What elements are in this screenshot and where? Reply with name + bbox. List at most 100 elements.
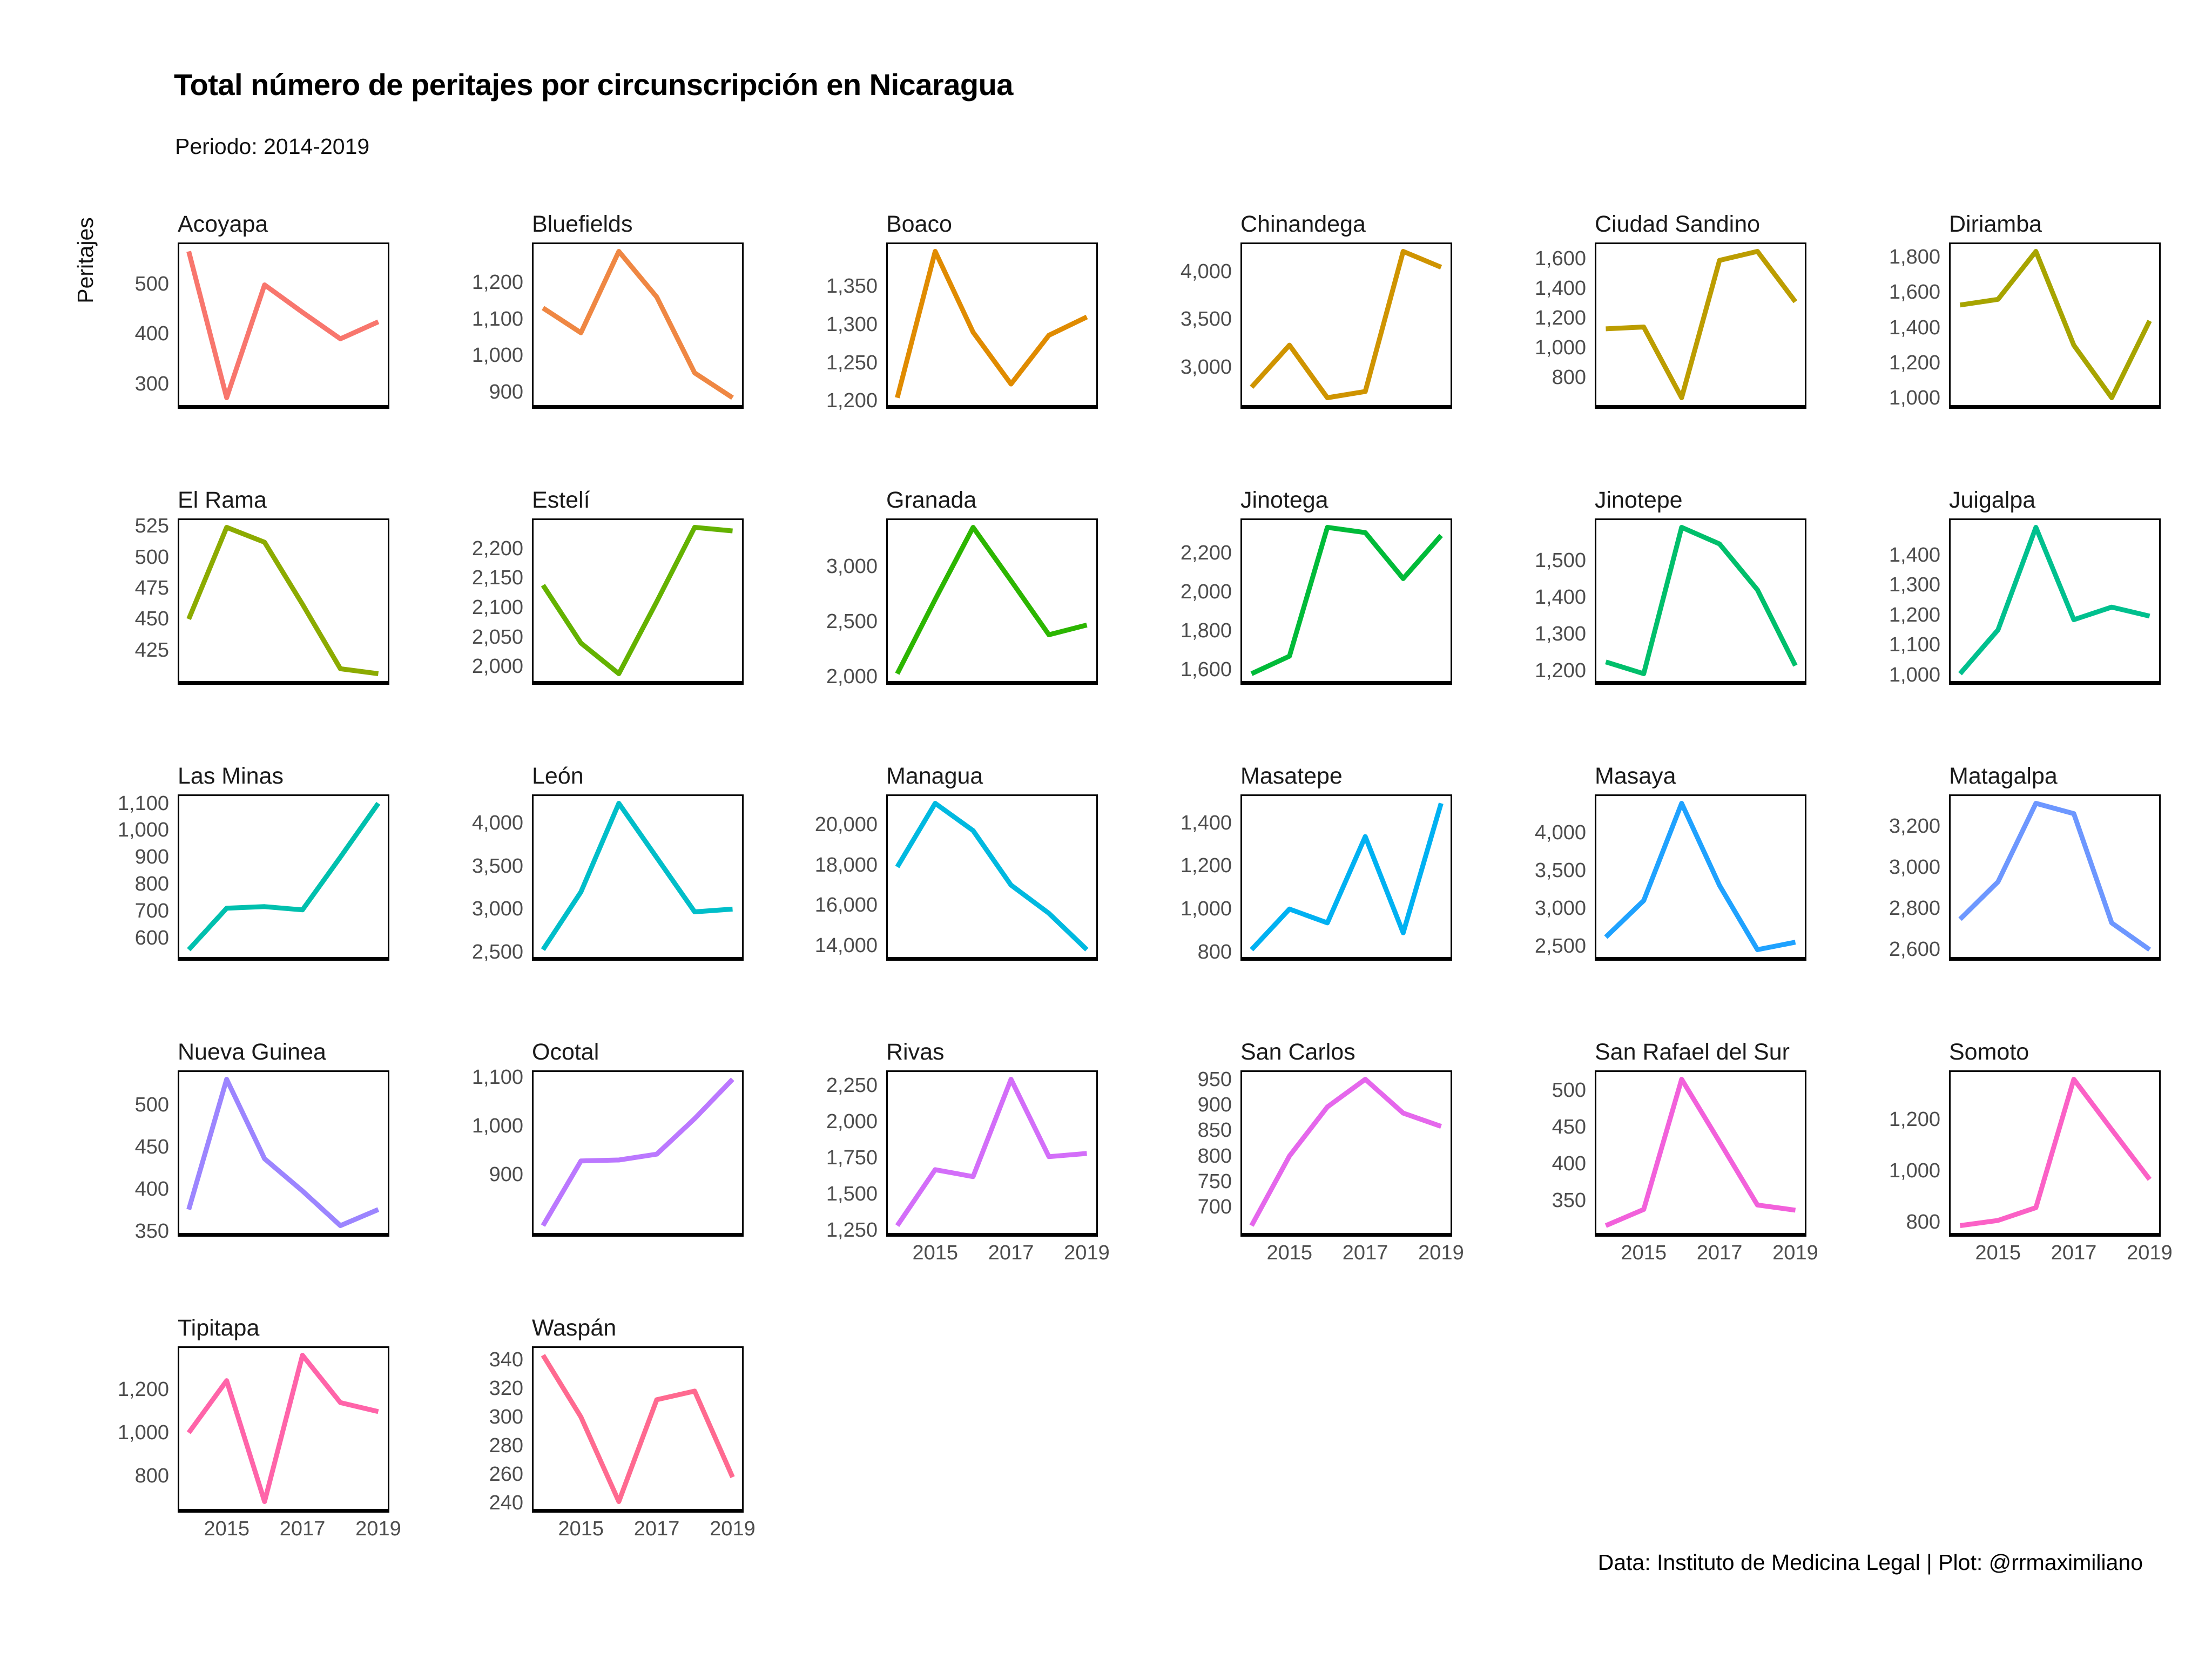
- y-tick-label: 850: [1197, 1119, 1232, 1142]
- y-tick-label: 2,000: [1180, 580, 1232, 603]
- facet-somoto: Somoto 800 1,000 1,200 2015 2017 2019: [1806, 1038, 2173, 1314]
- y-tick-label: 2,800: [1889, 897, 1940, 920]
- y-tick-label: 3,000: [1534, 896, 1586, 920]
- y-tick-label: 400: [134, 322, 169, 346]
- facet-jinotepe: Jinotepe 1,200 1,300 1,400 1,500: [1452, 486, 1806, 762]
- trend-line: [1958, 525, 2150, 676]
- facet-masaya: Masaya 2,500 3,000 3,500 4,000: [1452, 762, 1806, 1038]
- trend-line: [541, 1077, 734, 1227]
- x-tick-label: 2017: [633, 1518, 680, 1540]
- facet-title: Rivas: [886, 1039, 945, 1065]
- facet-diriamba: Diriamba 1,000 1,200 1,400 1,600 1,800: [1806, 210, 2161, 486]
- facet-panel: [1240, 242, 1452, 409]
- y-tick-label: 450: [1552, 1116, 1586, 1139]
- facet-esteli: Estelí 2,000 2,050 2,100 2,150 2,200: [389, 486, 744, 762]
- y-tick-label: 1,300: [1534, 622, 1586, 645]
- y-tick-label: 3,000: [471, 898, 523, 921]
- facet-title: Acoyapa: [178, 211, 268, 237]
- facet-chinandega: Chinandega 3,000 3,500 4,000: [1098, 210, 1452, 486]
- y-tick-label: 1,500: [826, 1182, 878, 1205]
- y-tick-label: 1,250: [826, 351, 878, 374]
- facet-title: San Carlos: [1240, 1039, 1355, 1065]
- y-tick-label: 1,000: [1889, 663, 1940, 686]
- x-tick-label: 2015: [1621, 1242, 1667, 1264]
- facet-bluefields: Bluefields 900 1,000 1,100 1,200: [389, 210, 744, 486]
- facet-title: Jinotega: [1240, 487, 1328, 513]
- x-tick-label: 2017: [1696, 1242, 1743, 1264]
- facet-panel: [886, 518, 1098, 685]
- facet-title: Tipitapa: [178, 1315, 260, 1341]
- x-tick-label: 2019: [1064, 1242, 1110, 1264]
- y-tick-label: 1,000: [471, 344, 523, 367]
- trend-line: [895, 249, 1088, 399]
- facet-masatepe: Masatepe 800 1,000 1,200 1,400: [1098, 762, 1452, 1038]
- y-tick-label: 2,100: [471, 596, 523, 619]
- y-tick-label: 300: [489, 1405, 523, 1428]
- y-tick-label: 3,500: [1180, 308, 1232, 331]
- x-tick-label: 2015: [558, 1518, 604, 1540]
- trend-line: [1958, 801, 2152, 952]
- y-tick-label: 1,200: [826, 389, 878, 413]
- y-tick-label: 800: [1552, 366, 1586, 389]
- y-tick-label: 1,200: [1180, 854, 1232, 878]
- trend-line: [187, 801, 381, 952]
- y-tick-label: 1,000: [1180, 898, 1232, 921]
- facet-panel: [1595, 518, 1806, 685]
- y-tick-label: 900: [489, 380, 523, 403]
- facet-panel: [1595, 1070, 1806, 1237]
- facet-managua: Managua 14,000 16,000 18,000 20,000: [744, 762, 1098, 1038]
- x-tick-label: 2017: [279, 1518, 326, 1540]
- y-tick-label: 900: [489, 1163, 523, 1186]
- facet-panel: [1949, 1070, 2161, 1237]
- facet-ciudad-sandino: Ciudad Sandino 800 1,000 1,200 1,400 1,600: [1452, 210, 1806, 486]
- facet-panel: [1240, 518, 1452, 685]
- trend-line: [1606, 249, 1798, 400]
- y-tick-label: 1,400: [1534, 585, 1586, 609]
- trend-line: [542, 249, 734, 400]
- trend-line: [895, 525, 1088, 675]
- facet-panel: [1240, 1070, 1452, 1237]
- x-tick-label: 2015: [912, 1242, 958, 1264]
- page-title: Total número de peritajes por circunscri…: [174, 68, 1013, 102]
- y-tick-label: 1,400: [1180, 811, 1232, 834]
- trend-line: [1249, 1077, 1442, 1227]
- data-source-credit: Data: Instituto de Medicina Legal | Plot…: [1597, 1550, 2143, 1575]
- facet-panel: [532, 794, 744, 961]
- y-tick-label: 3,200: [1889, 815, 1940, 838]
- x-tick-label: 2019: [355, 1518, 401, 1540]
- trend-line: [1959, 1077, 2152, 1228]
- facet-title: Bluefields: [532, 211, 633, 237]
- facet-panel: [532, 1346, 744, 1513]
- y-tick-label: 240: [489, 1492, 523, 1515]
- y-tick-label: 1,300: [826, 313, 878, 336]
- facet-panel: [532, 242, 744, 409]
- y-tick-label: 2,500: [826, 610, 878, 633]
- facet-panel: [178, 794, 389, 961]
- y-tick-label: 16,000: [814, 894, 878, 917]
- facet-panel: [532, 1070, 744, 1237]
- y-tick-label: 340: [489, 1348, 523, 1371]
- facet-title: León: [532, 763, 584, 789]
- facet-san-carlos: San Carlos 700 750 800 850 900 950 2015 2017 2019: [1098, 1038, 1464, 1314]
- y-tick-label: 500: [1552, 1078, 1586, 1102]
- y-tick-label: 1,000: [1889, 387, 1940, 410]
- y-tick-label: 3,500: [471, 854, 523, 878]
- trend-line: [1605, 525, 1798, 676]
- facet-panel: [532, 518, 744, 685]
- y-tick-label: 425: [134, 638, 169, 662]
- trend-line: [1250, 249, 1442, 400]
- x-tick-label: 2017: [988, 1242, 1034, 1264]
- y-tick-label: 525: [134, 515, 169, 538]
- y-tick-label: 600: [134, 926, 169, 949]
- y-tick-label: 3,000: [1180, 355, 1232, 379]
- facet-title: Waspán: [532, 1315, 617, 1341]
- y-tick-label: 1,000: [471, 1114, 523, 1137]
- y-tick-label: 2,000: [826, 665, 878, 689]
- y-tick-label: 18,000: [814, 853, 878, 876]
- facet-acoyapa: Acoyapa 300 400 500: [35, 210, 389, 486]
- y-tick-label: 2,000: [471, 655, 523, 678]
- facet-title: Managua: [886, 763, 983, 789]
- x-tick-label: 2017: [1342, 1242, 1388, 1264]
- facet-title: El Rama: [178, 487, 267, 513]
